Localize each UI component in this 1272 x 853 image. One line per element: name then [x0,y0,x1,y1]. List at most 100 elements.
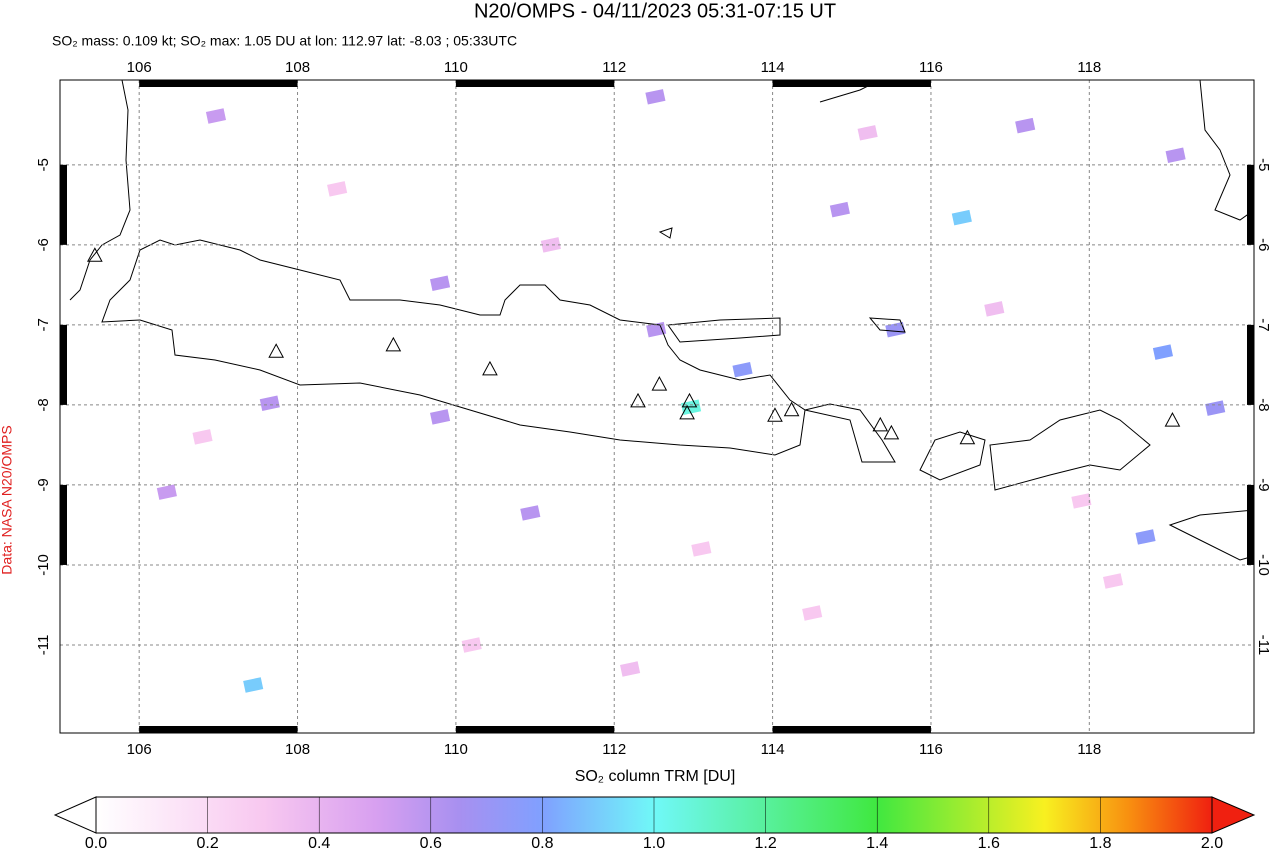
x-tick-label: 106 [127,741,152,758]
so2-pixel [540,237,561,253]
so2-pixel [1205,400,1226,416]
frame-band [455,80,615,87]
volcano [959,429,976,445]
volcano [630,392,646,408]
so2-pixel [885,321,906,338]
so2-pixel [1071,493,1092,509]
y-tick-label: -5 [1255,158,1272,171]
y-tick-label: -10 [1255,554,1272,576]
y-tick-label: -8 [1255,398,1272,411]
y-tick-label: -6 [35,238,52,251]
volcanoes [87,247,1181,445]
colorbar-tick-label: 1.8 [1089,835,1111,852]
so2-pixel [243,677,264,693]
colorbar-tick-label: 1.2 [754,835,776,852]
coast-lombok [919,431,986,481]
data-source: Data: NASA N20/OMPS [0,425,15,574]
so2-pixel [327,181,348,197]
coast-sumatra [69,80,131,301]
volcano [783,401,800,417]
volcano [268,343,284,358]
so2-pixel [192,429,213,445]
frame-band [772,726,931,733]
frame-band [139,726,298,733]
y-tick-label: -11 [35,635,52,656]
colorbar-tick-label: 1.0 [643,835,665,852]
colorbar-tick-label: 0.4 [308,835,330,852]
x-tick-label: 106 [127,59,152,76]
x-tick-label: 112 [602,741,626,758]
x-tick-label: 112 [602,59,626,76]
so2-pixel [1152,344,1173,360]
x-tick-label: 114 [761,741,785,758]
coast-sumbawa [989,409,1151,491]
x-tick-label: 114 [761,59,785,76]
colorbar-label: SO₂ column TRM [DU] [575,768,736,785]
volcano [679,404,695,420]
so2-pixel [156,484,177,500]
volcano [767,407,783,422]
so2-pixel [829,201,850,218]
colorbar-tick-label: 2.0 [1201,835,1223,852]
frame-band [1247,484,1254,565]
so2-pixel [205,108,227,124]
volcano [883,424,900,440]
so2-pixel [857,125,878,141]
y-tick-label: -7 [1255,318,1272,331]
x-tick-label: 118 [1077,741,1101,758]
y-tick-label: -9 [1255,478,1272,491]
frame-band [139,80,298,87]
y-tick-label: -11 [1255,635,1272,656]
so2-pixel [620,661,641,677]
y-tick-label: -5 [35,158,52,171]
y-tick-label: -10 [35,554,52,576]
chart-title: N20/OMPS - 04/11/2023 05:31-07:15 UT [474,0,836,22]
colorbar-tick-label: 0.2 [196,835,218,852]
colorbar-tick-label: 0.8 [531,835,553,852]
frame-band [60,324,67,405]
colorbar-tick-label: 1.6 [978,835,1000,852]
so2-pixel [461,637,482,653]
y-tick-label: -7 [35,318,52,331]
frame-band [60,164,67,245]
coast-madura [667,317,781,343]
x-tick-label: 118 [1077,59,1101,76]
frame-band [1247,324,1254,405]
so2-pixel [430,409,451,425]
so2-pixel [646,321,667,338]
coast-java [101,239,806,456]
so2-pixel [984,301,1005,317]
y-tick-label: -9 [35,478,52,491]
map-frame [59,79,1255,734]
so2-pixel [802,605,823,621]
x-tick-label: 110 [444,741,468,758]
so2-pixel [430,275,451,292]
coastlines [69,80,1254,561]
volcano [651,376,668,391]
so2-pixel [1135,529,1156,545]
so2-pixel [645,89,666,105]
so2-pixel [691,541,712,557]
colorbar-over [1211,796,1256,834]
chart-subtitle: SO₂ mass: 0.109 kt; SO₂ max: 1.05 DU at … [52,33,517,49]
grid [60,80,1254,733]
frame-band [1247,164,1254,245]
volcano [87,247,103,262]
so2-pixel [951,209,972,226]
x-tick-label: 116 [919,59,943,76]
x-tick-label: 108 [285,741,310,758]
volcano [872,416,889,432]
so2-pixel [1103,573,1124,589]
frame-band [455,726,615,733]
colorbar-tick-label: 0.6 [420,835,442,852]
x-tick-label: 110 [444,59,468,76]
so2-pixels [156,89,1226,693]
frame-band [772,80,931,87]
coast-bawean [658,227,673,239]
volcano [482,360,498,376]
volcano [681,392,698,408]
coast-kangean [868,317,906,333]
colorbar-tick-label: 1.4 [866,835,888,852]
colorbar: 0.0 0.2 0.4 0.6 0.8 1.0 1.2 1.4 1.6 1.8 2.0 SO₂ col… [53,768,1256,852]
volcano [385,336,402,352]
